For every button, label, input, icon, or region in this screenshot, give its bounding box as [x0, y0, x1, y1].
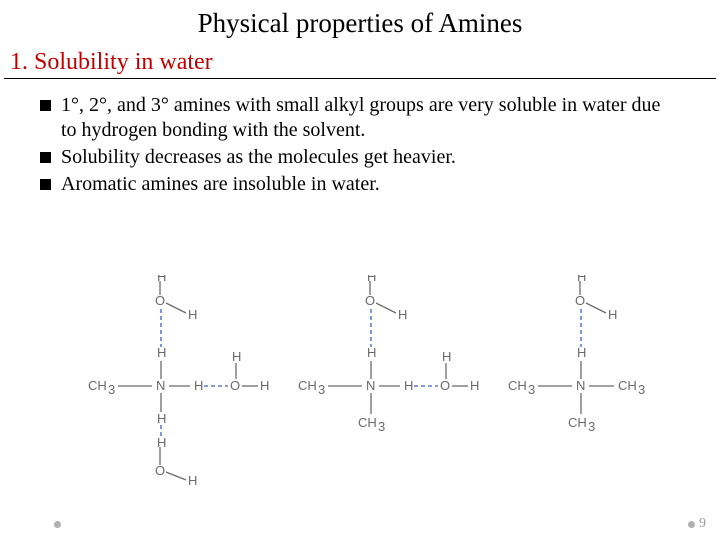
svg-text:3: 3 [378, 419, 385, 434]
svg-text:CH: CH [618, 378, 637, 393]
svg-text:H: H [157, 411, 166, 426]
svg-text:H: H [232, 349, 241, 364]
svg-text:N: N [576, 378, 585, 393]
bullet-icon [40, 100, 51, 111]
bullet-list: 1°, 2°, and 3° amines with small alkyl g… [0, 89, 720, 197]
svg-text:H: H [188, 307, 197, 322]
svg-text:N: N [156, 378, 165, 393]
svg-text:CH: CH [568, 415, 587, 430]
svg-text:H: H [157, 345, 166, 360]
section-heading: 1. Solubility in water [4, 45, 716, 79]
svg-text:H: H [470, 378, 479, 393]
svg-text:O: O [155, 463, 165, 478]
page-dot-icon [688, 521, 695, 528]
page-dot-icon [54, 521, 61, 528]
svg-text:H: H [442, 349, 451, 364]
svg-text:H: H [367, 275, 376, 284]
svg-text:H: H [157, 435, 166, 450]
page-number: 9 [688, 516, 706, 532]
slide-title: Physical properties of Amines [0, 0, 720, 45]
svg-text:H: H [577, 275, 586, 284]
bullet-text: 1°, 2°, and 3° amines with small alkyl g… [61, 93, 680, 143]
svg-text:H: H [367, 345, 376, 360]
bullet-text: Solubility decreases as the molecules ge… [61, 145, 680, 170]
list-item: Solubility decreases as the molecules ge… [40, 145, 680, 170]
svg-text:H: H [398, 307, 407, 322]
svg-text:O: O [230, 378, 240, 393]
chemistry-diagram: N CH3 H H H O H H O H H O H H N [60, 275, 670, 485]
bullet-icon [40, 152, 51, 163]
list-item: 1°, 2°, and 3° amines with small alkyl g… [40, 93, 680, 143]
svg-text:H: H [157, 275, 166, 284]
svg-text:3: 3 [318, 382, 325, 397]
svg-text:H: H [260, 378, 269, 393]
svg-text:3: 3 [588, 419, 595, 434]
section-title: Solubility in water [34, 49, 213, 75]
svg-text:H: H [608, 307, 617, 322]
bullet-icon [40, 179, 51, 190]
svg-text:N: N [366, 378, 375, 393]
svg-text:O: O [155, 293, 165, 308]
svg-text:CH: CH [88, 378, 107, 393]
svg-text:O: O [365, 293, 375, 308]
svg-text:H: H [404, 378, 413, 393]
svg-text:3: 3 [108, 382, 115, 397]
svg-text:CH: CH [358, 415, 377, 430]
svg-text:O: O [575, 293, 585, 308]
svg-text:H: H [194, 378, 203, 393]
svg-text:H: H [577, 345, 586, 360]
bullet-text: Aromatic amines are insoluble in water. [61, 172, 680, 197]
section-number: 1. [10, 49, 28, 75]
page-number-value: 9 [699, 516, 706, 532]
svg-text:CH: CH [298, 378, 317, 393]
svg-text:3: 3 [528, 382, 535, 397]
svg-text:CH: CH [508, 378, 527, 393]
svg-text:3: 3 [638, 382, 645, 397]
svg-text:O: O [440, 378, 450, 393]
list-item: Aromatic amines are insoluble in water. [40, 172, 680, 197]
svg-text:H: H [188, 473, 197, 485]
